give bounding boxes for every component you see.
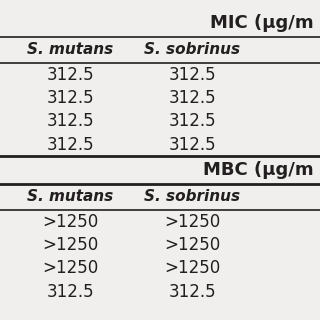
Text: >1250: >1250	[164, 259, 220, 277]
Text: S. mutans: S. mutans	[27, 189, 114, 204]
Text: >1250: >1250	[42, 236, 99, 254]
Text: S. mutans: S. mutans	[27, 43, 114, 57]
Text: 312.5: 312.5	[168, 66, 216, 84]
Text: 312.5: 312.5	[47, 66, 94, 84]
Text: MIC (μg/m: MIC (μg/m	[210, 14, 314, 32]
Text: >1250: >1250	[42, 212, 99, 231]
Text: >1250: >1250	[164, 212, 220, 231]
Text: S. sobrinus: S. sobrinus	[144, 43, 240, 57]
Text: 312.5: 312.5	[168, 136, 216, 154]
Text: S. sobrinus: S. sobrinus	[144, 189, 240, 204]
Text: 312.5: 312.5	[47, 89, 94, 107]
Text: 312.5: 312.5	[47, 283, 94, 301]
Text: 312.5: 312.5	[168, 283, 216, 301]
Text: 312.5: 312.5	[168, 89, 216, 107]
Text: 312.5: 312.5	[168, 112, 216, 131]
Text: >1250: >1250	[42, 259, 99, 277]
Text: 312.5: 312.5	[47, 112, 94, 131]
Text: MBC (μg/m: MBC (μg/m	[203, 161, 314, 179]
Text: >1250: >1250	[164, 236, 220, 254]
Text: 312.5: 312.5	[47, 136, 94, 154]
